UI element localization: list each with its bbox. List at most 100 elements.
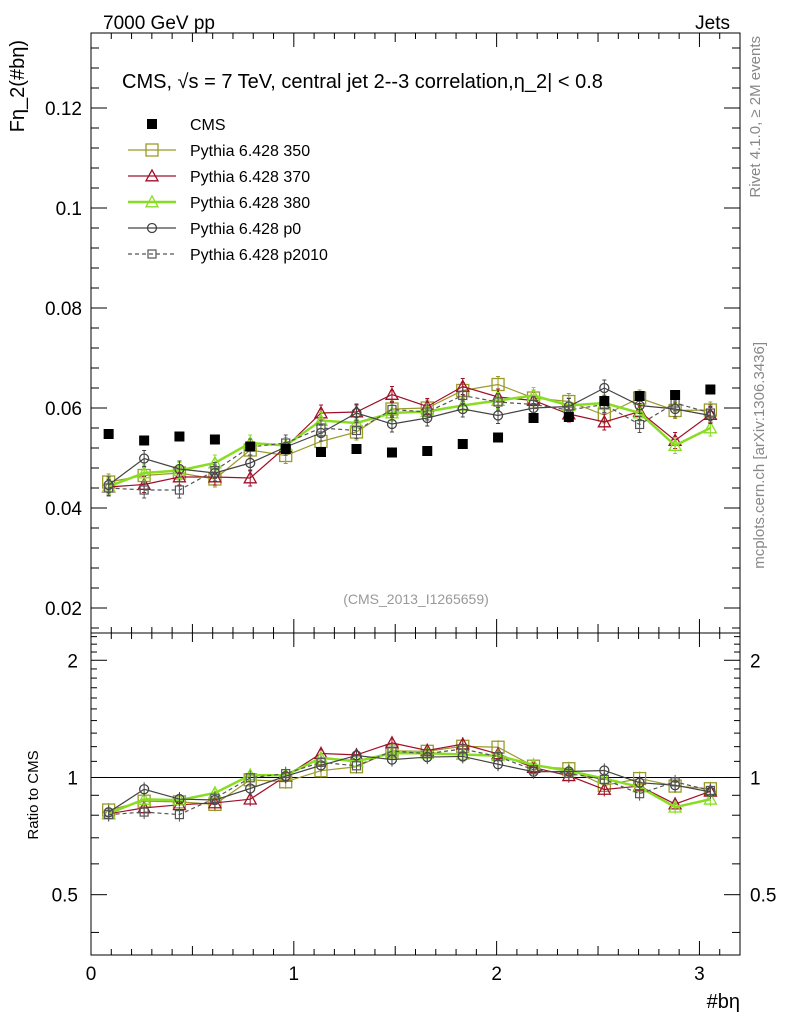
square-marker [564, 768, 574, 779]
square-marker [422, 748, 432, 759]
cms-marker [147, 119, 157, 129]
x-tick-label: 2 [491, 964, 502, 985]
y-tick-label: 0.02 [45, 599, 82, 620]
cms-marker [280, 444, 291, 454]
ratio-series-p2010 [104, 741, 715, 822]
cms-marker [139, 435, 150, 446]
triangle-marker [703, 420, 718, 434]
circle-marker [174, 793, 185, 805]
square-marker [174, 809, 185, 820]
ratio-tick-label: 1 [67, 768, 78, 789]
mcplots-label: mcplots.cern.ch [arXiv:1306.3436] [751, 342, 768, 569]
legend-label: Pythia 6.428 350 [190, 143, 310, 160]
ratio-axis-label: Ratio to CMS [25, 750, 42, 839]
x-axis-label: #bη [707, 991, 740, 1013]
square-marker [422, 407, 432, 417]
square-marker [351, 761, 362, 771]
square-marker [528, 399, 539, 410]
series-line-p370 [108, 385, 711, 488]
square-marker [104, 483, 114, 493]
series-line-p2010 [108, 394, 711, 491]
ratio-tick-label: 0.5 [750, 886, 776, 907]
triangle-marker [243, 791, 258, 805]
square-marker [210, 465, 220, 476]
circle-marker [245, 457, 256, 469]
square-marker [139, 485, 149, 495]
legend-entry-p350: Pythia 6.428 350 [128, 143, 310, 160]
energy-label: 7000 GeV pp [103, 13, 215, 34]
cms-marker [386, 447, 397, 458]
cms-marker [634, 391, 645, 401]
chart-title: CMS, √s = 7 TeV, central jet 2--3 correl… [122, 71, 603, 93]
circle-marker [386, 418, 398, 430]
circle-marker [492, 410, 504, 421]
square-marker [316, 757, 326, 767]
main-panel [90, 32, 741, 634]
ratio-series-p380 [101, 745, 718, 821]
square-marker [174, 485, 185, 495]
square-marker [635, 789, 645, 799]
cms-marker [103, 429, 114, 439]
ratio-line-p380 [108, 751, 711, 815]
ratio-line-p2010 [108, 748, 711, 816]
legend-label: Pythia 6.428 p2010 [190, 247, 328, 264]
square-marker [387, 746, 397, 756]
square-marker [458, 744, 468, 754]
cms-marker [670, 390, 681, 400]
square-marker [458, 390, 468, 401]
legend-label: Pythia 6.428 370 [190, 169, 310, 186]
series-p370 [101, 378, 718, 496]
circle-marker [457, 403, 468, 415]
series-p2010 [104, 387, 715, 499]
legend-label: CMS [190, 117, 226, 134]
square-marker [493, 752, 503, 762]
triangle-marker [703, 791, 718, 805]
ratio-series-p350 [101, 739, 718, 818]
square-marker [210, 793, 220, 803]
square-marker [528, 765, 539, 775]
cms-marker [705, 384, 716, 395]
legend-entry-p0: Pythia 6.428 p0 [128, 221, 301, 238]
cms-marker [209, 434, 220, 445]
series-line-p0 [108, 387, 711, 486]
square-marker [705, 785, 715, 796]
triangle-marker [144, 194, 160, 208]
legend-entry-p380: Pythia 6.428 380 [128, 194, 310, 212]
square-marker [139, 807, 149, 817]
cms-marker [457, 439, 468, 449]
ratio-panel [90, 632, 741, 956]
ratio-marks [101, 735, 718, 822]
legend-entry-p2010: Pythia 6.428 p2010 [128, 247, 328, 264]
square-marker [147, 249, 157, 259]
ratio-tick-label: 1 [750, 768, 761, 789]
cms-marker [599, 396, 610, 406]
triangle-marker [137, 792, 152, 805]
triangle-marker [597, 782, 612, 795]
jets-label: Jets [695, 13, 730, 34]
legend-entry-cms: CMS [147, 117, 226, 134]
axis-ticks: 0 1 2 3 0.02 0.04 0.06 0.08 0.1 0.12 0.5 0.5 1 1 2 2 [45, 33, 776, 985]
triangle-marker [243, 470, 258, 484]
cms-marker [174, 431, 185, 442]
circle-marker [138, 453, 150, 464]
y-tick-label: 0.06 [45, 399, 82, 420]
cms-marker [493, 432, 504, 443]
square-marker [281, 769, 291, 779]
ratio-tick-label: 0.5 [52, 886, 78, 907]
triangle-marker [384, 387, 400, 400]
series-p350 [101, 376, 718, 491]
ratio-tick-label: 2 [750, 651, 761, 672]
y-axis-label: Fη_2(#bη) [7, 40, 29, 132]
legend: CMS Pythia 6.428 350 Pythia 6.428 370 Pythi… [128, 117, 328, 264]
x-tick-label: 1 [289, 964, 300, 985]
circle-marker [599, 382, 610, 394]
circle-marker [174, 463, 185, 475]
cms-marker [315, 447, 326, 457]
triangle-marker [667, 438, 683, 451]
triangle-marker [137, 465, 152, 479]
circle-marker [138, 784, 150, 795]
square-marker [493, 397, 503, 407]
square-marker [599, 774, 609, 785]
cms-marker [351, 444, 362, 454]
